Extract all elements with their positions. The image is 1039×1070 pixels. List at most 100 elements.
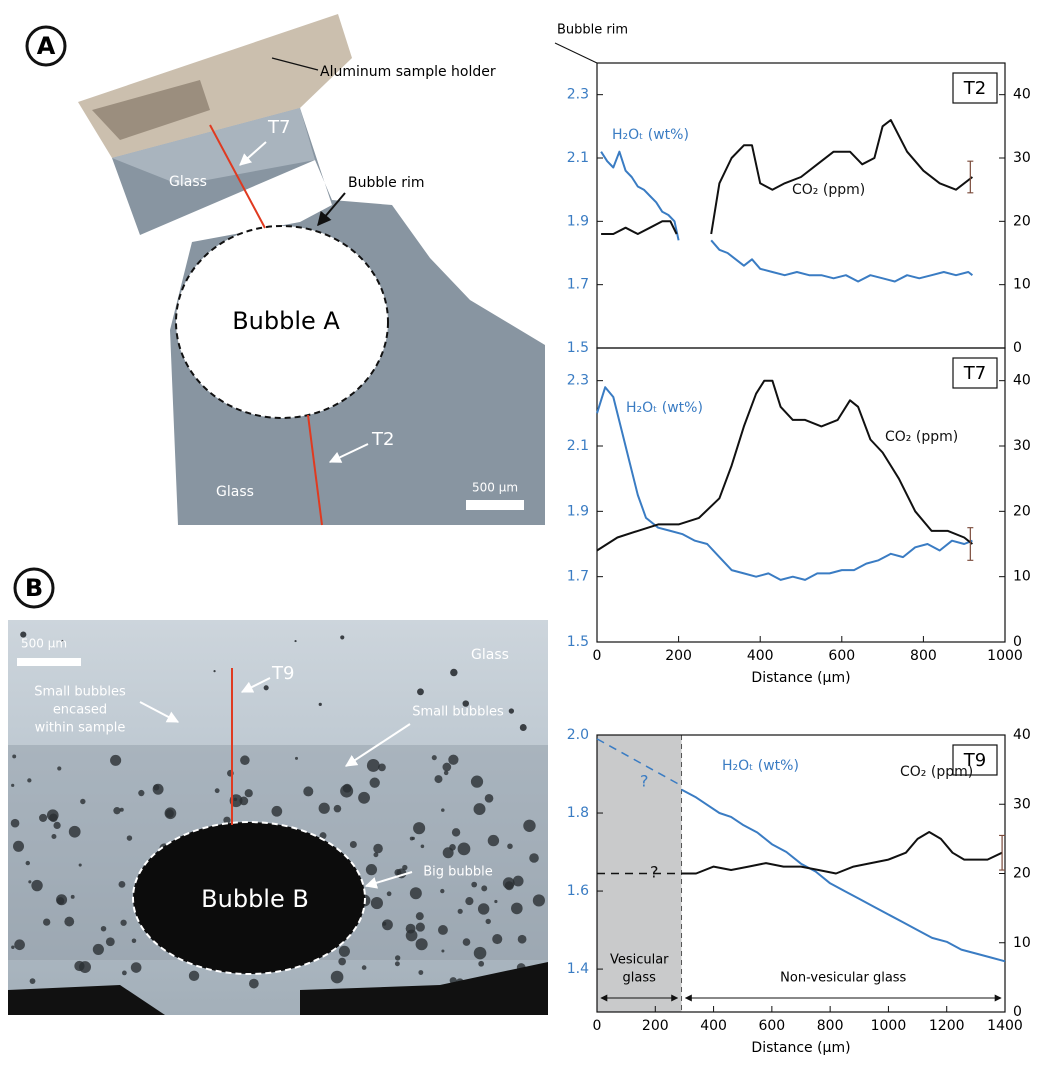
traverse-t7 (209, 124, 266, 229)
annotation: Bubble rim (557, 23, 628, 38)
small-bubble (473, 946, 487, 960)
small-bubble (507, 843, 513, 850)
small-bubble (27, 778, 32, 783)
photo-label: Big bubble (423, 865, 493, 880)
series-label: ? (640, 772, 649, 791)
small-bubble (56, 897, 65, 905)
pointer (364, 871, 413, 889)
x-tick-label: 200 (665, 648, 692, 664)
small-bubble (413, 822, 426, 835)
small-bubble (11, 945, 15, 949)
x-tick-label: 1000 (987, 648, 1023, 664)
small-bubble (25, 860, 30, 866)
y-tick-label: 1.7 (567, 569, 589, 585)
small-bubble (462, 938, 471, 946)
small-bubble (517, 934, 527, 944)
series-line (596, 738, 682, 787)
small-bubble (448, 754, 459, 765)
small-bubble (333, 804, 342, 813)
small-bubble (213, 670, 216, 673)
small-bubble (74, 960, 85, 972)
x-tick-label: 400 (747, 648, 774, 664)
x-axis-label: Distance (µm) (751, 670, 850, 686)
small-bubble (11, 783, 15, 787)
small-bubble (100, 925, 107, 932)
small-bubble (249, 978, 259, 989)
small-bubble (349, 841, 357, 849)
scale-bar (17, 658, 81, 666)
photo-label: Bubble B (201, 885, 309, 913)
small-bubble (451, 828, 461, 837)
y2-tick-label: 20 (1013, 866, 1031, 882)
photo-label: Bubble A (232, 307, 340, 335)
title-box (952, 744, 998, 776)
small-bubble (294, 640, 297, 643)
error-bar (999, 834, 1006, 871)
small-bubble (370, 897, 383, 910)
small-bubble (46, 809, 59, 822)
photo-label: Glass (169, 174, 207, 190)
series-line (681, 831, 1003, 875)
photo-label: T7 (267, 117, 290, 138)
small-bubble (415, 938, 428, 951)
small-bubble (494, 899, 498, 904)
small-bubble (418, 970, 424, 975)
small-bubble (484, 793, 494, 803)
y2-tick-label: 30 (1013, 150, 1031, 166)
error-bar (967, 527, 974, 561)
photo-label: T2 (371, 429, 394, 450)
x-tick-label: 800 (817, 1018, 844, 1034)
small-bubble (529, 853, 539, 863)
small-bubble (405, 929, 418, 942)
y-tick-label: 2.0 (567, 727, 589, 743)
x-tick-label: 200 (642, 1018, 669, 1034)
small-bubble (239, 796, 249, 806)
panel-label-ring (13, 567, 55, 609)
scale-bar (466, 500, 524, 510)
glass-light (112, 108, 315, 185)
small-bubble (449, 844, 456, 851)
small-bubble (457, 842, 471, 856)
series-line (601, 119, 974, 235)
holder-shadow (92, 80, 210, 140)
small-bubble (394, 961, 400, 967)
small-bubble (152, 783, 164, 795)
series-label: H₂Oₜ (wt%) (722, 758, 799, 774)
y2-tick-label: 0 (1013, 634, 1022, 650)
panel-label: B (25, 574, 43, 602)
small-bubble (492, 933, 503, 945)
small-bubble (318, 802, 330, 814)
scale-label: 500 µm (472, 481, 518, 495)
small-bubble (382, 921, 387, 926)
small-bubble (263, 685, 269, 691)
photo-label: Glass (471, 647, 509, 663)
y-tick-label: 1.6 (567, 883, 589, 899)
small-bubble (409, 836, 414, 841)
small-bubble (130, 962, 142, 973)
small-bubble (43, 918, 51, 926)
photo-label: Glass (216, 484, 254, 500)
y-tick-label: 2.3 (567, 373, 589, 389)
small-bubble (330, 970, 344, 984)
y-tick-label: 2.1 (567, 438, 589, 454)
small-bubble (12, 754, 17, 759)
small-bubble (338, 957, 346, 966)
region-label: Vesicular (610, 953, 669, 968)
small-bubble (188, 970, 200, 982)
y2-tick-label: 30 (1013, 438, 1031, 454)
photo-label: Small bubbles (34, 685, 126, 700)
small-bubble (470, 775, 484, 788)
photo-label: Aluminum sample holder (320, 64, 496, 80)
pointer (271, 57, 319, 71)
small-bubble (457, 908, 463, 914)
small-bubble (120, 919, 127, 926)
photo-label: T9 (271, 663, 294, 684)
small-bubble (415, 912, 424, 921)
small-bubble (64, 916, 75, 927)
small-bubble (28, 880, 32, 884)
small-bubble (386, 891, 392, 897)
series-label: CO₂ (ppm) (900, 764, 973, 780)
x-tick-label: 600 (828, 648, 855, 664)
small-bubble (373, 843, 383, 854)
small-bubble (20, 631, 27, 638)
